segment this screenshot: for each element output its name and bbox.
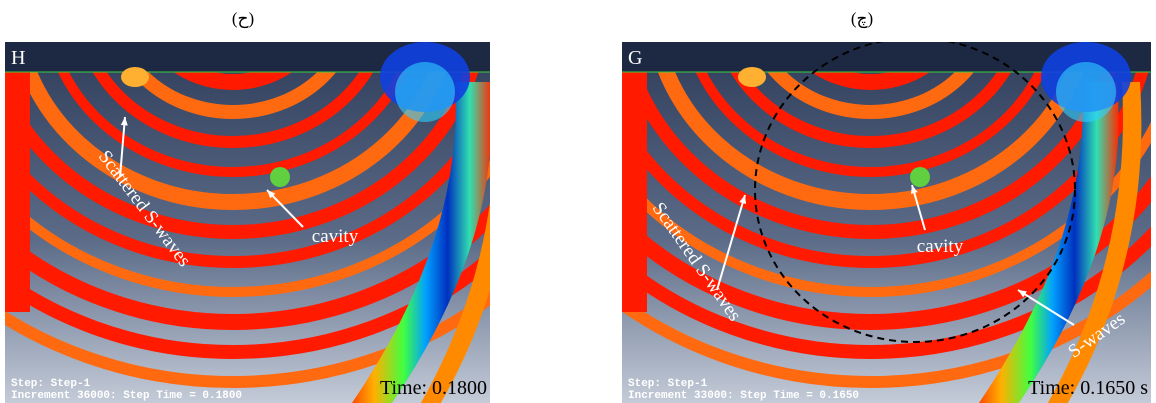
wave-front bbox=[5, 94, 490, 268]
s-wave-band bbox=[978, 82, 1119, 403]
panel-letter: H bbox=[11, 47, 25, 69]
arrow-head bbox=[910, 185, 918, 194]
image-content bbox=[622, 42, 1151, 403]
wave-front bbox=[79, 42, 387, 148]
panel-letter: G bbox=[628, 47, 642, 69]
s-wave-band bbox=[420, 202, 490, 403]
arrow-head bbox=[120, 117, 128, 126]
wave-front bbox=[684, 42, 1057, 177]
wave-front bbox=[145, 42, 321, 90]
arrow-line bbox=[1017, 289, 1075, 326]
red-fill bbox=[622, 72, 647, 312]
time-label: Time: 0.1650 s bbox=[1028, 377, 1148, 399]
bright-spot bbox=[738, 67, 766, 87]
red-fill bbox=[5, 72, 30, 312]
s-wave-band bbox=[351, 82, 490, 403]
arrow-head bbox=[267, 190, 276, 199]
wave-front bbox=[622, 226, 1151, 359]
panel-caption: (چ) bbox=[851, 9, 873, 29]
arrow-line bbox=[119, 116, 126, 178]
wave-front bbox=[111, 42, 355, 119]
time-label: Time: 0.1800 bbox=[380, 377, 487, 399]
wave-front bbox=[622, 271, 1151, 388]
wave-front bbox=[5, 160, 490, 297]
annotation: cavity bbox=[917, 236, 964, 257]
wave-front bbox=[5, 290, 490, 388]
source-burst bbox=[1056, 62, 1116, 122]
image-content bbox=[5, 42, 490, 403]
wave-front bbox=[5, 204, 490, 330]
wave-front bbox=[5, 249, 490, 359]
bright-spot bbox=[121, 67, 149, 87]
wave-front bbox=[749, 42, 992, 119]
panel-caption: (ح) bbox=[232, 9, 254, 29]
cavity-mark bbox=[270, 167, 290, 187]
dashed-circle bbox=[754, 42, 1076, 343]
wave-front bbox=[622, 42, 1151, 268]
wave-front bbox=[783, 42, 958, 90]
wave-front bbox=[5, 42, 487, 239]
arrow-line bbox=[716, 194, 746, 291]
arrow-head bbox=[1018, 290, 1027, 298]
wave-front bbox=[622, 121, 1151, 297]
arrow-head bbox=[739, 195, 747, 204]
wave-front bbox=[716, 42, 1025, 148]
increment-label: Increment 36000: Step Time = 0.1800 bbox=[11, 390, 242, 402]
annotation: cavity bbox=[312, 226, 359, 247]
increment-label: Increment 33000: Step Time = 0.1650 bbox=[628, 390, 859, 402]
step-label: Step: Step-1 bbox=[628, 378, 708, 390]
source-burst bbox=[395, 62, 455, 122]
cavity-mark bbox=[910, 167, 930, 187]
wave-front bbox=[622, 42, 1124, 239]
step-label: Step: Step-1 bbox=[11, 378, 91, 390]
wave-front bbox=[47, 42, 419, 177]
wave-front bbox=[648, 42, 1093, 210]
wave-front bbox=[622, 176, 1151, 330]
s-wave-band bbox=[1047, 82, 1142, 403]
arrow-line bbox=[266, 189, 304, 228]
wave-front bbox=[11, 42, 455, 210]
